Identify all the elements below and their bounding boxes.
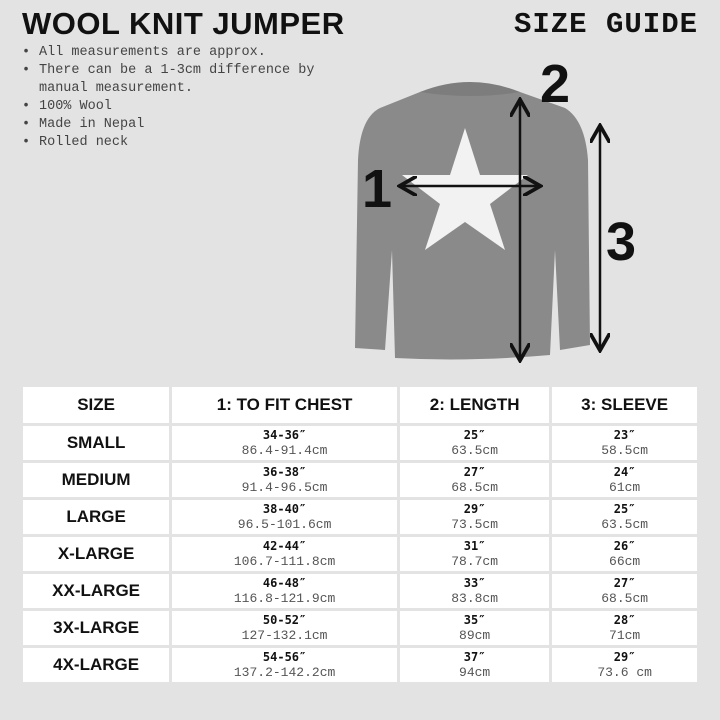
size-cell: 3X-LARGE <box>19 608 173 648</box>
length-cell: 37″ 94cm <box>396 645 553 685</box>
chest-inches: 42-44″ <box>262 539 307 553</box>
header-size: SIZE <box>19 384 173 426</box>
sleeve-cm: 66cm <box>609 554 641 569</box>
sleeve-cell: 24″ 61cm <box>549 460 700 500</box>
chest-cell: 42-44″ 106.7-111.8cm <box>169 534 400 574</box>
chest-cell: 36-38″ 91.4-96.5cm <box>169 460 400 500</box>
note-item: All measurements are approx. <box>22 44 339 62</box>
size-cell: 4X-LARGE <box>19 645 173 685</box>
sleeve-cm: 58.5cm <box>601 443 649 458</box>
sleeve-inches: 24″ <box>613 465 636 479</box>
sleeve-cell: 27″ 68.5cm <box>549 571 700 611</box>
product-title: WOOL KNIT JUMPER <box>22 6 345 41</box>
length-cell: 33″ 83.8cm <box>396 571 553 611</box>
label-1: 1 <box>362 159 392 219</box>
sleeve-cell: 29″ 73.6 cm <box>549 645 700 685</box>
collar <box>420 82 520 96</box>
chest-cm: 96.5-101.6cm <box>237 517 332 532</box>
sleeve-cell: 23″ 58.5cm <box>549 423 700 463</box>
length-inches: 37″ <box>463 650 486 664</box>
size-cell: XX-LARGE <box>19 571 173 611</box>
length-cm: 94cm <box>459 665 491 680</box>
length-cell: 25″ 63.5cm <box>396 423 553 463</box>
chest-cell: 54-56″ 137.2-142.2cm <box>169 645 400 685</box>
chest-inches: 36-38″ <box>262 465 307 479</box>
chest-cm: 127-132.1cm <box>241 628 328 643</box>
sleeve-cm: 63.5cm <box>601 517 649 532</box>
length-inches: 33″ <box>463 576 486 590</box>
chest-cm: 91.4-96.5cm <box>241 480 328 495</box>
table-row: 4X-LARGE 54-56″ 137.2-142.2cm 37″ 94cm 29″ 73.… <box>19 645 700 685</box>
chest-inches: 38-40″ <box>262 502 307 516</box>
length-cm: 89cm <box>459 628 491 643</box>
length-cm: 63.5cm <box>451 443 499 458</box>
length-cell: 29″ 73.5cm <box>396 497 553 537</box>
chest-cm: 137.2-142.2cm <box>233 665 336 680</box>
label-2: 2 <box>540 54 570 114</box>
size-table: SIZE 1: TO FIT CHEST 2: LENGTH 3: SLEEVE… <box>19 384 700 685</box>
note-item: There can be a 1-3cm difference by manua… <box>22 62 339 98</box>
table-row: SMALL 34-36″ 86.4-91.4cm 25″ 63.5cm 23″ 58.5cm <box>19 423 700 463</box>
size-cell: LARGE <box>19 497 173 537</box>
sweater-diagram: 1 2 3 <box>355 54 636 380</box>
chest-inches: 54-56″ <box>262 650 307 664</box>
sleeve-cm: 73.6 cm <box>597 665 652 680</box>
sleeve-cm: 61cm <box>609 480 641 495</box>
chest-cm: 86.4-91.4cm <box>241 443 328 458</box>
length-inches: 29″ <box>463 502 486 516</box>
table-row: X-LARGE 42-44″ 106.7-111.8cm 31″ 78.7cm 26″ 66… <box>19 534 700 574</box>
length-cm: 83.8cm <box>451 591 499 606</box>
chest-cell: 34-36″ 86.4-91.4cm <box>169 423 400 463</box>
chest-cm: 116.8-121.9cm <box>233 591 336 606</box>
table-row: LARGE 38-40″ 96.5-101.6cm 29″ 73.5cm 25″ 63.5c… <box>19 497 700 537</box>
note-item: Rolled neck <box>22 134 339 152</box>
label-3: 3 <box>606 212 636 272</box>
note-item: 100% Wool <box>22 98 339 116</box>
sleeve-inches: 29″ <box>613 650 636 664</box>
size-cell: MEDIUM <box>19 460 173 500</box>
table-row: MEDIUM 36-38″ 91.4-96.5cm 27″ 68.5cm 24″ 61cm <box>19 460 700 500</box>
length-inches: 27″ <box>463 465 486 479</box>
sleeve-inches: 25″ <box>613 502 636 516</box>
length-cm: 73.5cm <box>451 517 499 532</box>
chest-cell: 50-52″ 127-132.1cm <box>169 608 400 648</box>
sleeve-inches: 26″ <box>613 539 636 553</box>
size-guide-heading: SIZE GUIDE <box>513 8 698 41</box>
size-cell: SMALL <box>19 423 173 463</box>
notes-list: All measurements are approx. There can b… <box>22 44 339 152</box>
header-length: 2: LENGTH <box>396 384 553 426</box>
sleeve-cell: 28″ 71cm <box>549 608 700 648</box>
sleeve-inches: 23″ <box>613 428 636 442</box>
sleeve-cm: 68.5cm <box>601 591 649 606</box>
sleeve-cell: 25″ 63.5cm <box>549 497 700 537</box>
length-cm: 78.7cm <box>451 554 499 569</box>
note-item: Made in Nepal <box>22 116 339 134</box>
size-cell: X-LARGE <box>19 534 173 574</box>
chest-cm: 106.7-111.8cm <box>233 554 336 569</box>
sleeve-cm: 71cm <box>609 628 641 643</box>
table-header-row: SIZE 1: TO FIT CHEST 2: LENGTH 3: SLEEVE <box>19 384 700 426</box>
length-cell: 27″ 68.5cm <box>396 460 553 500</box>
length-cell: 31″ 78.7cm <box>396 534 553 574</box>
table-row: XX-LARGE 46-48″ 116.8-121.9cm 33″ 83.8cm 27″ 6… <box>19 571 700 611</box>
header-chest: 1: TO FIT CHEST <box>169 384 400 426</box>
table-row: 3X-LARGE 50-52″ 127-132.1cm 35″ 89cm 28″ 71cm <box>19 608 700 648</box>
sleeve-inches: 27″ <box>613 576 636 590</box>
sleeve-cell: 26″ 66cm <box>549 534 700 574</box>
length-inches: 25″ <box>463 428 486 442</box>
header-sleeve: 3: SLEEVE <box>549 384 700 426</box>
length-inches: 35″ <box>463 613 486 627</box>
length-cm: 68.5cm <box>451 480 499 495</box>
chest-cell: 46-48″ 116.8-121.9cm <box>169 571 400 611</box>
chest-inches: 50-52″ <box>262 613 307 627</box>
length-inches: 31″ <box>463 539 486 553</box>
chest-cell: 38-40″ 96.5-101.6cm <box>169 497 400 537</box>
length-cell: 35″ 89cm <box>396 608 553 648</box>
sleeve-inches: 28″ <box>613 613 636 627</box>
chest-inches: 34-36″ <box>262 428 307 442</box>
chest-inches: 46-48″ <box>262 576 307 590</box>
